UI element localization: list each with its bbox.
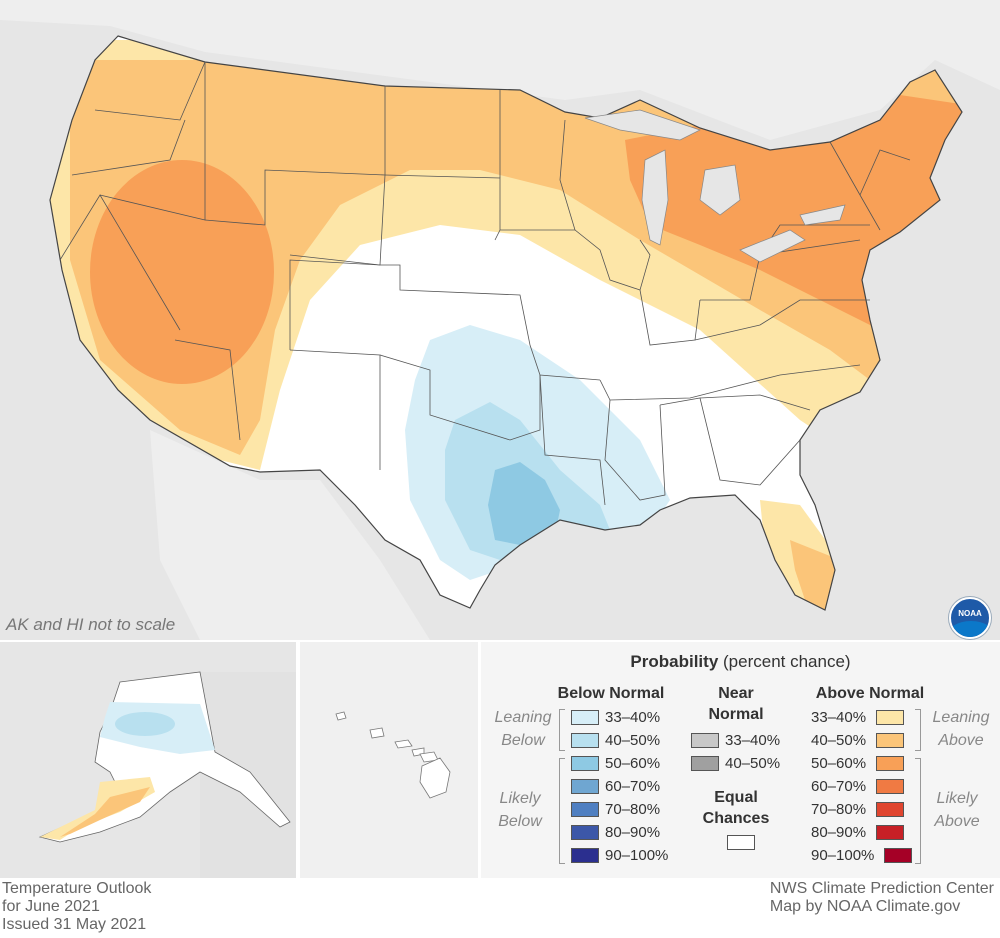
below-normal-bin-5: 70–80% <box>571 798 660 821</box>
above-normal-bin-6: 80–90% <box>811 821 905 844</box>
near-normal-swatch-1 <box>691 733 719 748</box>
state-borders <box>59 61 911 506</box>
legend-title-bold: Probability <box>630 652 719 671</box>
above-normal-heading: Above Normal <box>815 685 925 702</box>
above-normal-label-3: 50–60% <box>811 755 867 772</box>
below-normal-swatch-1 <box>571 710 599 725</box>
hawaii-map <box>335 711 451 799</box>
outlook-title: Temperature Outlook <box>2 880 152 897</box>
conus-map-svg <box>0 0 1000 640</box>
noaa-logo-text: NOAA <box>958 609 982 618</box>
below-normal-bin-2: 40–50% <box>571 729 660 752</box>
above-normal-bin-1: 33–40% <box>811 706 905 729</box>
below-normal-label-6: 80–90% <box>605 824 661 841</box>
above-normal-label-7: 90–100% <box>811 847 875 864</box>
below-normal-swatch-5 <box>571 802 599 817</box>
near-normal-bin-2: 40–50% <box>691 752 780 775</box>
near-normal-heading-line1: Near <box>718 685 754 702</box>
probability-shading <box>50 40 962 610</box>
above-normal-label-4: 60–70% <box>811 778 867 795</box>
above-normal-swatch-1 <box>876 710 905 725</box>
near-normal-label-2: 40–50% <box>725 755 781 772</box>
below-normal-bin-3: 50–60% <box>571 752 660 775</box>
leaning-below-label: Leaning Below <box>494 709 552 749</box>
below-normal-label-7: 90–100% <box>605 847 669 864</box>
alaska-inset <box>0 642 296 878</box>
below-normal-label-4: 60–70% <box>605 778 661 795</box>
below-normal-label-2: 40–50% <box>605 732 661 749</box>
below-normal-label-3: 50–60% <box>605 755 661 772</box>
alaska-map <box>38 671 296 878</box>
above-normal-swatch-7 <box>884 848 913 863</box>
likely-above-label: Likely Above <box>934 790 980 830</box>
below-normal-bin-6: 80–90% <box>571 821 660 844</box>
above-normal-label-2: 40–50% <box>811 732 867 749</box>
near-normal-heading: Near Normal <box>691 683 781 725</box>
leaning-below-bracket <box>559 709 565 751</box>
near-normal-swatch-2 <box>691 756 719 771</box>
canada-land <box>0 0 1000 140</box>
leaning-above-bracket <box>915 709 921 751</box>
credits: NWS Climate Prediction Center Map by NOA… <box>770 880 994 916</box>
above-normal-swatch-4 <box>876 779 905 794</box>
equal-chances-line1: Equal <box>714 789 758 806</box>
credit-source: NWS Climate Prediction Center <box>769 880 994 897</box>
above-normal-bin-2: 40–50% <box>811 729 905 752</box>
above-normal-label-6: 80–90% <box>811 824 867 841</box>
above-normal-label-5: 70–80% <box>811 801 867 818</box>
below-normal-heading: Below Normal <box>557 685 665 702</box>
above-normal-swatch-6 <box>876 825 905 840</box>
below-normal-swatch-6 <box>571 825 599 840</box>
noaa-logo: NOAA <box>949 597 991 639</box>
above-normal-swatch-2 <box>876 733 905 748</box>
below-normal-swatch-7 <box>571 848 599 863</box>
equal-chances-line2: Chances <box>702 810 770 827</box>
below-normal-label-5: 70–80% <box>605 801 661 818</box>
equal-chances-heading: Equal Chances <box>691 787 781 829</box>
above-normal-swatch-3 <box>876 756 905 771</box>
below-normal-bin-4: 60–70% <box>571 775 660 798</box>
mexico-land <box>150 430 430 640</box>
below-normal-swatch-3 <box>571 756 599 771</box>
below-normal-bin-1: 33–40% <box>571 706 660 729</box>
conus-map: AK and HI not to scale NOAA <box>0 0 1000 640</box>
above-normal-label-1: 33–40% <box>811 709 867 726</box>
above-normal-bin-4: 60–70% <box>811 775 905 798</box>
credit-map: Map by NOAA Climate.gov <box>769 898 961 915</box>
outlook-period: for June 2021 <box>2 898 100 915</box>
below-normal-swatch-2 <box>571 733 599 748</box>
equal-chances-swatch <box>727 835 755 850</box>
below-normal-label-1: 33–40% <box>605 709 661 726</box>
outlook-info: Temperature Outlook for June 2021 Issued… <box>2 880 151 934</box>
great-lakes <box>584 109 846 263</box>
below-normal-swatch-4 <box>571 779 599 794</box>
legend-title-rest: (percent chance) <box>718 652 851 671</box>
likely-below-label: Likely Below <box>498 790 542 830</box>
legend-panel: Probability (percent chance) Below Norma… <box>481 642 1000 878</box>
scale-note: AK and HI not to scale <box>6 615 176 634</box>
near-normal-bin-1: 33–40% <box>691 729 780 752</box>
near-normal-heading-line2: Normal <box>708 706 764 723</box>
above-normal-bin-7: 90–100% <box>811 844 913 867</box>
leaning-above-label: Leaning Above <box>932 709 990 749</box>
outlook-issued: Issued 31 May 2021 <box>2 916 147 933</box>
near-normal-label-1: 33–40% <box>725 732 781 749</box>
below-normal-bin-7: 90–100% <box>571 844 668 867</box>
legend-title: Probability (percent chance) <box>481 652 1000 672</box>
likely-below-bracket <box>559 758 565 864</box>
hawaii-inset <box>300 642 478 878</box>
likely-above-bracket <box>915 758 921 864</box>
above-normal-swatch-5 <box>876 802 905 817</box>
above-normal-bin-3: 50–60% <box>811 752 905 775</box>
above-normal-bin-5: 70–80% <box>811 798 905 821</box>
